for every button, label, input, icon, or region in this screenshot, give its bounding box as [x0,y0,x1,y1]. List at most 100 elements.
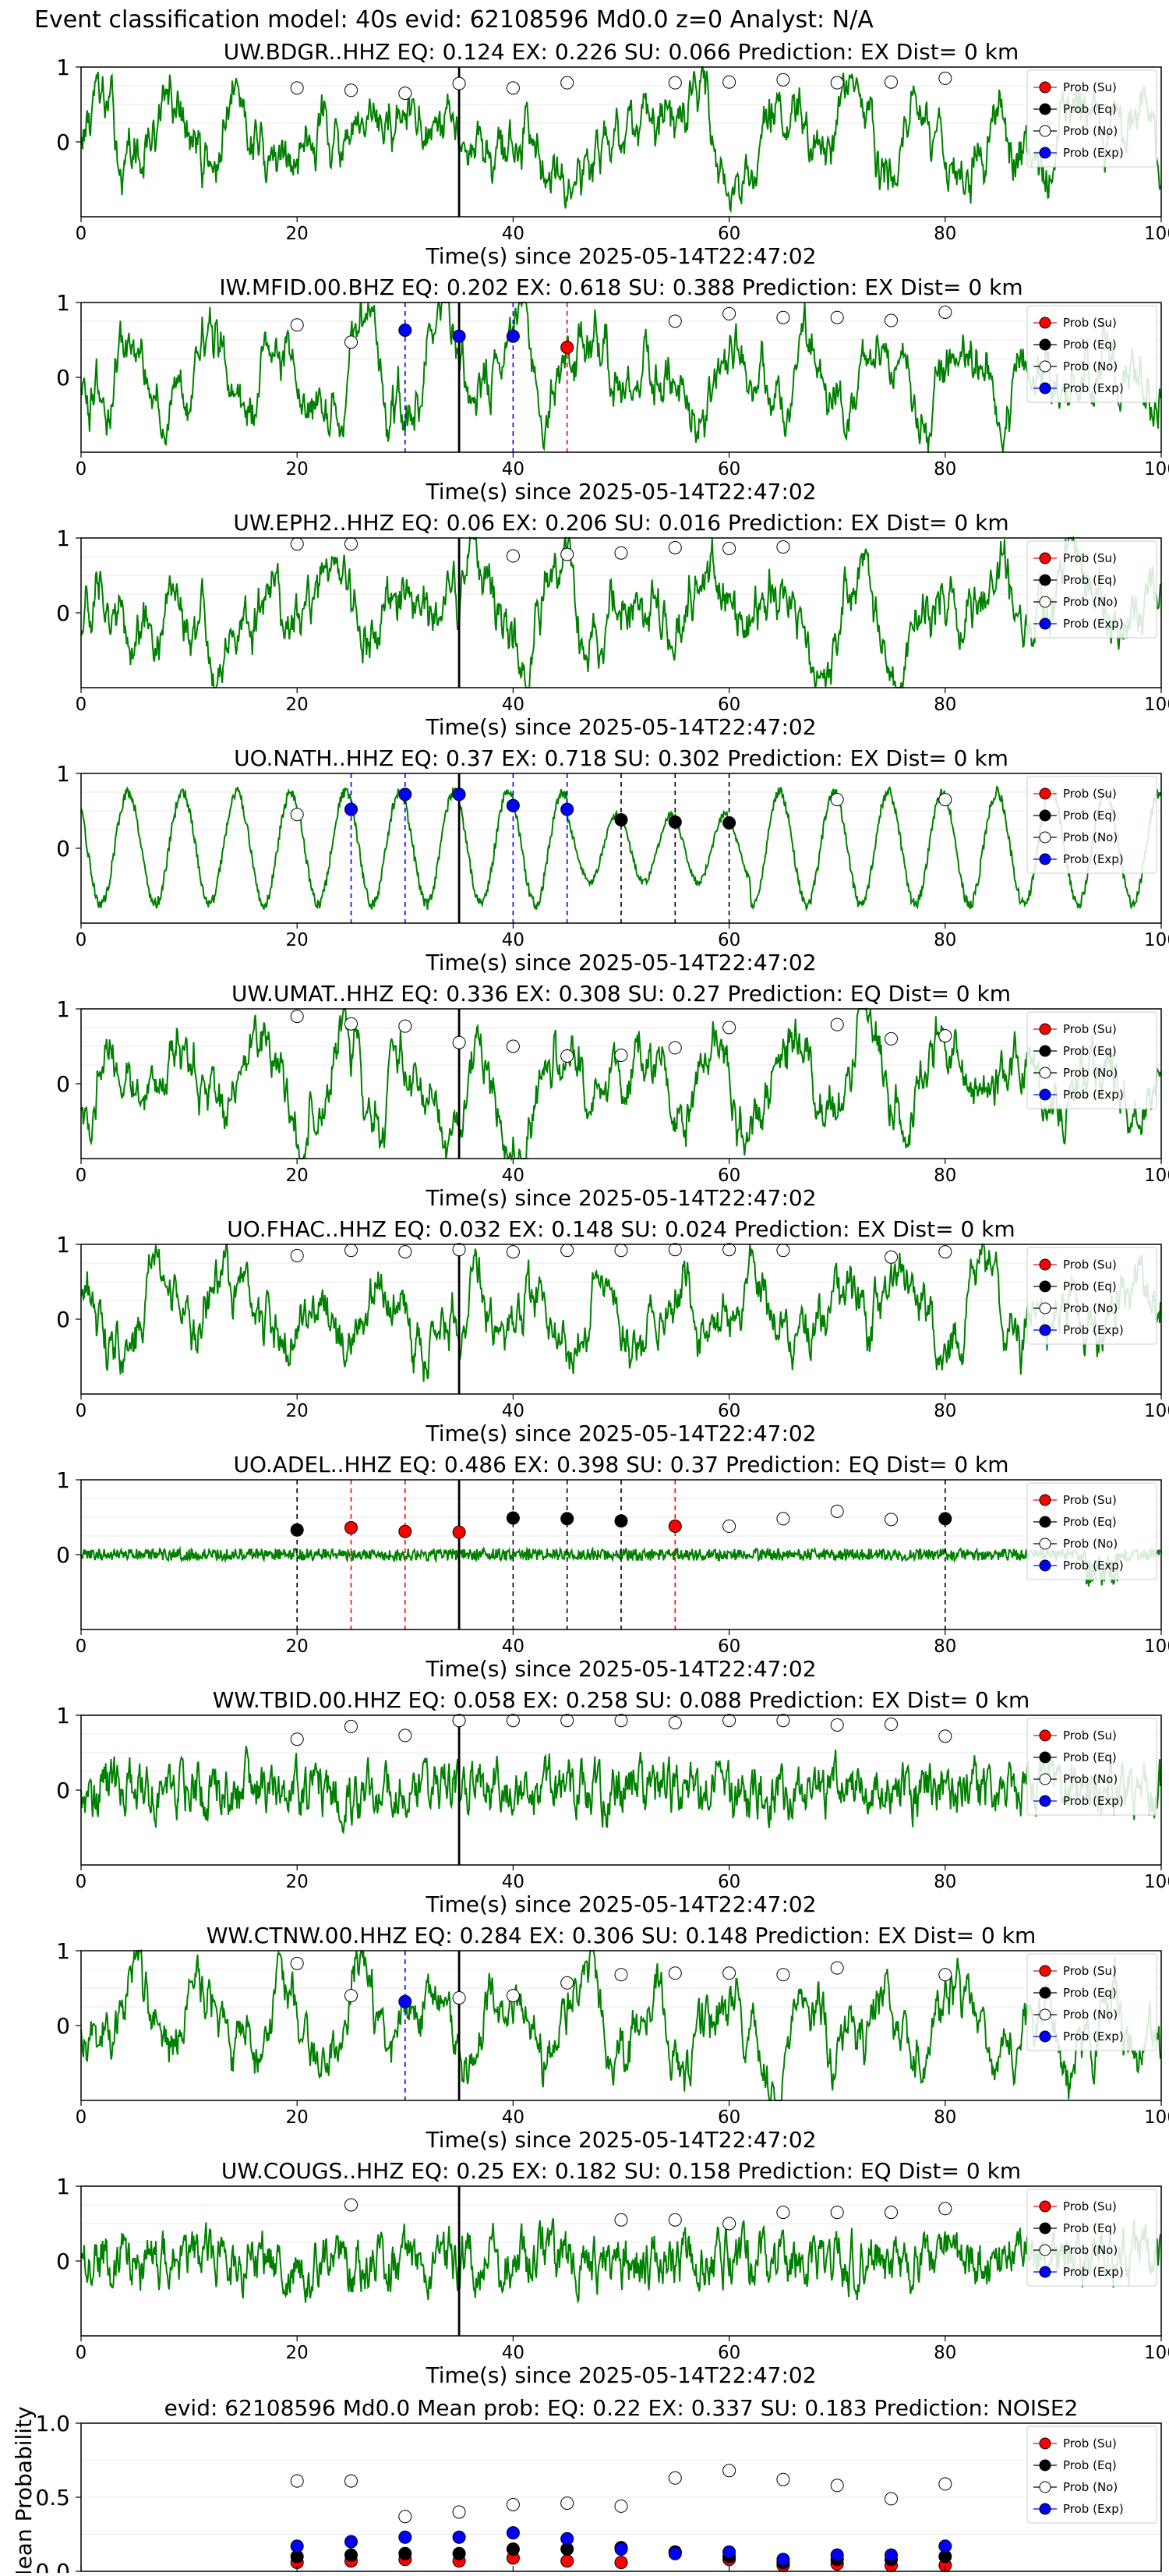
marker-no [615,1049,627,1062]
marker-no [399,1729,411,1742]
legend-marker [1040,2482,1051,2493]
marker-no [939,1969,952,1981]
legend-label-3: Prob (Exp) [1063,1559,1124,1573]
x-tick-label: 60 [718,1401,740,1421]
marker-no [507,550,519,562]
x-tick-label: 0 [76,224,87,244]
x-tick-label: 100 [1144,2343,1169,2363]
legend-label-3: Prob (Exp) [1063,2029,1124,2043]
legend-label-2: Prob (No) [1063,124,1118,138]
legend-label-0: Prob (Su) [1063,1493,1117,1507]
marker-no [615,1244,627,1257]
legend-marker [1040,1281,1051,1292]
legend-marker [1040,1730,1051,1741]
y-tick-label: 1 [56,1703,70,1729]
x-tick-label: 40 [502,1401,524,1421]
panel-title: UO.FHAC..HHZ EQ: 0.032 EX: 0.148 SU: 0.0… [227,1216,1015,1242]
panel-title: UW.UMAT..HHZ EQ: 0.336 EX: 0.308 SU: 0.2… [231,981,1011,1007]
marker-no [777,541,789,554]
y-tick-label: 1 [56,290,70,316]
legend-marker [1040,1089,1051,1100]
legend-marker [1040,854,1051,865]
legend-label-0: Prob (Su) [1063,1022,1117,1036]
legend-label-2: Prob (No) [1063,359,1118,373]
legend-marker [1040,339,1051,350]
x-tick-label: 60 [718,1637,740,1657]
x-tick-label: 60 [718,930,740,950]
x-tick-label: 0 [76,930,87,950]
marker-no [291,1733,303,1746]
y-tick-label: 0.5 [35,2485,70,2511]
x-tick-label: 80 [934,930,956,950]
marker-no [615,1714,627,1727]
marker-no [885,1718,898,1731]
legend-label-2: Prob (No) [1063,2243,1118,2257]
marker-no [831,311,843,324]
y-tick-label: 0 [56,1071,70,1097]
x-axis-label: Time(s) since 2025-05-14T22:47:02 [425,1891,816,1917]
x-tick-label: 80 [934,1872,956,1892]
y-tick-label: 0 [56,365,70,391]
marker-no [777,1244,789,1257]
legend-label-3: Prob (Exp) [1063,617,1124,631]
x-tick-label: 40 [502,2107,524,2128]
legend-marker [1040,2503,1051,2514]
marker-no [831,2206,843,2219]
x-tick-label: 100 [1144,459,1169,479]
legend-marker [1040,1067,1051,1078]
marker-no [507,1246,519,1258]
summary-marker [615,2557,627,2569]
legend-marker [1040,1538,1051,1549]
marker-exp [399,1995,411,2008]
marker-no [831,1505,843,1517]
marker-no [723,2217,736,2230]
marker-no [885,76,898,88]
summary-marker [939,2540,952,2553]
panel-title: WW.TBID.00.HHZ EQ: 0.058 EX: 0.258 SU: 0… [213,1687,1030,1713]
marker-no [561,1714,574,1727]
x-tick-label: 40 [502,695,524,715]
panel-4: UW.UMAT..HHZ EQ: 0.336 EX: 0.308 SU: 0.2… [56,981,1169,1211]
summary-marker [615,2500,627,2512]
marker-no [831,1962,843,1974]
x-axis-label: Time(s) since 2025-05-14T22:47:02 [425,2362,816,2388]
marker-no [507,82,519,94]
legend-label-2: Prob (No) [1063,2008,1118,2022]
x-tick-label: 40 [502,1872,524,1892]
marker-no [939,2203,952,2215]
legend-marker [1040,575,1051,586]
legend-marker [1040,1495,1051,1506]
x-tick-label: 20 [286,930,309,950]
legend-label-3: Prob (Exp) [1063,1794,1124,1808]
marker-no [831,794,843,806]
marker-no [669,76,681,89]
marker-su [399,1525,411,1537]
panel-9: UW.COUGS..HHZ EQ: 0.25 EX: 0.182 SU: 0.1… [56,2158,1169,2388]
panel-5: UO.FHAC..HHZ EQ: 0.032 EX: 0.148 SU: 0.0… [56,1216,1169,1446]
y-tick-label: 0 [56,1778,70,1803]
legend-label-3: Prob (Exp) [1063,2502,1124,2516]
summary-marker [561,2555,574,2567]
summary-marker [345,2475,358,2487]
summary-marker [561,2497,574,2510]
x-tick-label: 100 [1144,2107,1169,2128]
marker-no [345,538,358,550]
x-tick-label: 0 [76,1872,87,1892]
x-tick-label: 20 [286,1872,309,1892]
marker-su [669,1520,681,1533]
marker-no [669,315,681,327]
y-tick-label: 1 [56,2174,70,2199]
legend-label-1: Prob (Eq) [1063,1279,1117,1293]
legend-label-2: Prob (No) [1063,1301,1118,1315]
legend-marker [1040,383,1051,394]
marker-no [561,1976,574,1989]
panel-title: IW.MFID.00.BHZ EQ: 0.202 EX: 0.618 SU: 0… [219,274,1022,300]
y-tick-label: 1 [56,55,70,80]
legend-marker [1040,2245,1051,2256]
marker-exp [399,324,411,337]
x-tick-label: 40 [502,1166,524,1186]
panel-1: IW.MFID.00.BHZ EQ: 0.202 EX: 0.618 SU: 0… [56,274,1169,504]
panel-summary: evid: 62108596 Md0.0 Mean prob: EQ: 0.22… [11,2395,1161,2573]
